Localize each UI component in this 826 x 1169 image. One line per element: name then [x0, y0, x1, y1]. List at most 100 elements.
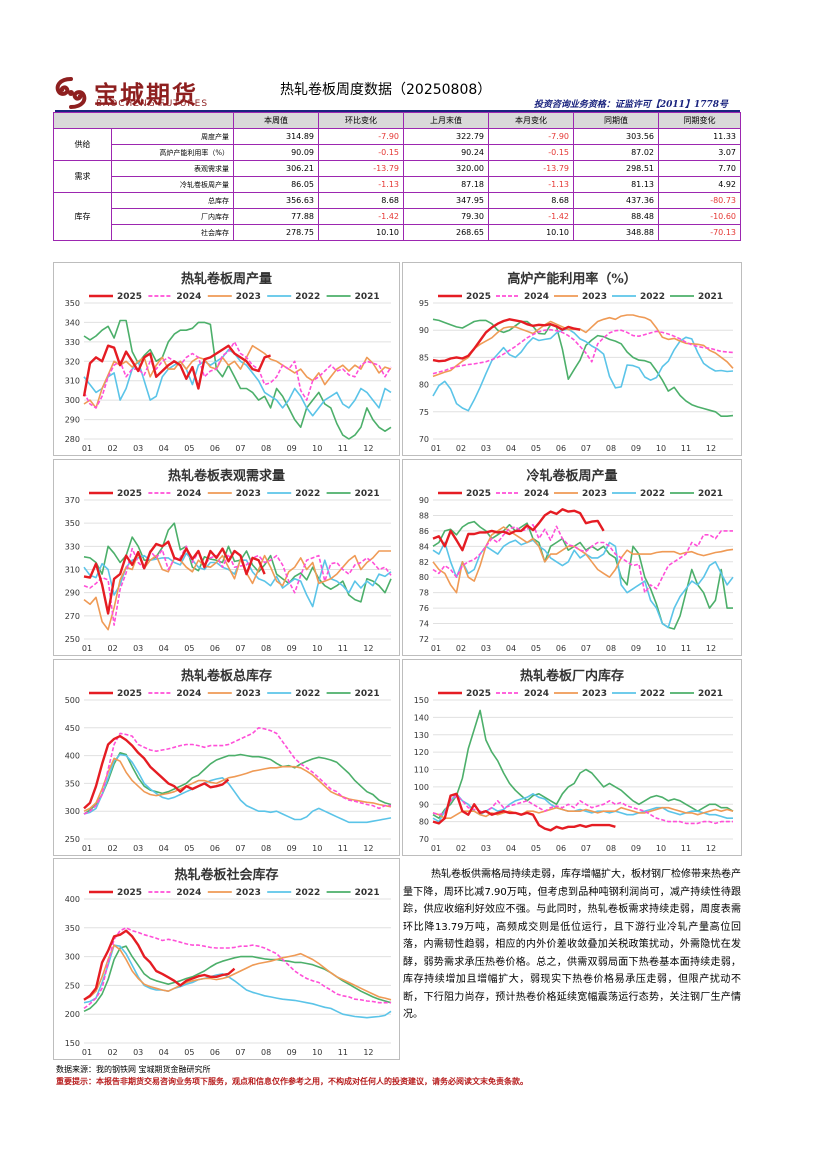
y-tick-label: 200	[65, 1010, 80, 1019]
legend-label: 2022	[640, 489, 665, 499]
column-header: 同期值	[573, 112, 659, 129]
y-tick-label: 350	[65, 779, 80, 788]
y-tick-label: 86	[419, 527, 429, 536]
x-tick-label: 07	[581, 644, 591, 653]
table-row: 社会库存 278.75 10.10 268.65 10.10 348.88 -70.13	[54, 224, 741, 241]
y-tick-label: 84	[419, 542, 429, 551]
table-row: 厂内库存 77.88 -1.42 79.30 -1.42 88.48 -10.60	[54, 208, 741, 225]
chart-panel-bf-utilization: 高炉产能利用率（%） 70 75 80 85 90 95 01 02 03 04 05 06 07 08 09…	[402, 262, 742, 456]
x-tick-label: 12	[363, 1048, 373, 1057]
chart-panel-hrc-output: 热轧卷板周产量 280 290 300 310 320 330 340 350 01 02 03 04 0…	[53, 262, 400, 456]
legend-label: 2022	[295, 689, 320, 699]
y-tick-label: 130	[414, 731, 429, 740]
series-line-2021	[83, 945, 392, 1013]
y-tick-label: 300	[65, 396, 80, 405]
x-tick-label: 02	[107, 1048, 117, 1057]
legend-label: 2022	[295, 489, 320, 499]
x-tick-label: 05	[531, 844, 541, 853]
series-line-2024	[83, 927, 391, 1010]
chart-title: 冷轧卷板周产量	[526, 468, 617, 484]
value-cell: 88.48	[573, 208, 659, 225]
value-cell: -1.42	[488, 208, 574, 225]
y-tick-label: 90	[419, 800, 429, 809]
x-tick-label: 09	[631, 844, 641, 853]
x-tick-label: 03	[133, 1048, 143, 1057]
x-tick-label: 12	[363, 444, 373, 453]
chart-title: 热轧卷板厂内库存	[520, 668, 624, 684]
y-tick-label: 78	[419, 589, 429, 598]
x-tick-label: 02	[107, 444, 117, 453]
x-tick-label: 09	[631, 444, 641, 453]
y-tick-label: 90	[419, 496, 429, 505]
legend-label: 2024	[524, 489, 549, 499]
x-tick-label: 12	[706, 444, 716, 453]
chart-blast-furnace-utilization: 高炉产能利用率（%） 70 75 80 85 90 95 01 02 03 04 05 06 07 08 09…	[419, 271, 734, 453]
chart-title: 高炉产能利用率（%）	[507, 271, 636, 287]
y-tick-label: 350	[65, 299, 80, 308]
header-divider	[55, 110, 740, 112]
series-line-2024	[432, 328, 734, 375]
table-body: 供给 周度产量 314.89 -7.90 322.79 -7.90 303.56 11.33 高…	[53, 128, 741, 241]
logo-chinese: 宝城期货	[94, 80, 198, 109]
y-tick-label: 350	[65, 924, 80, 933]
legend-label: 2021	[698, 489, 723, 499]
legend-label: 2023	[582, 689, 607, 699]
y-tick-label: 120	[414, 748, 429, 757]
x-tick-label: 12	[706, 844, 716, 853]
series-line-2022	[432, 793, 733, 823]
column-header: 同期变化	[658, 112, 741, 129]
y-tick-label: 250	[65, 981, 80, 990]
y-tick-label: 88	[419, 511, 429, 520]
column-header: 环比变化	[318, 112, 404, 129]
value-cell: -1.13	[488, 176, 574, 193]
value-cell: 79.30	[403, 208, 489, 225]
table-row: 冷轧卷板周产量 86.05 -1.13 87.18 -1.13 81.13 4.92	[54, 176, 741, 193]
legend-label: 2021	[698, 292, 723, 302]
legend-label: 2021	[355, 689, 380, 699]
legend-label: 2022	[640, 689, 665, 699]
value-cell: 298.51	[573, 160, 659, 177]
x-tick-label: 05	[531, 644, 541, 653]
x-tick-label: 04	[159, 1048, 169, 1057]
chart-hrc-weekly-output: 热轧卷板周产量 280 290 300 310 320 330 340 350 01 02 03 04 0…	[65, 271, 392, 453]
value-cell: 303.56	[573, 128, 659, 145]
y-tick-label: 280	[65, 435, 80, 444]
y-tick-label: 310	[65, 566, 80, 575]
y-tick-label: 150	[414, 696, 429, 705]
qualification-text: 投资咨询业务资格：证监许可【2011】1778号	[533, 100, 728, 110]
x-tick-label: 02	[456, 444, 466, 453]
baocheng-logo-icon	[55, 77, 87, 109]
category-cell: 需求	[53, 160, 112, 193]
x-tick-label: 03	[133, 444, 143, 453]
logo-english: BAOCHENG FUTURES	[96, 99, 209, 109]
value-cell: -7.90	[488, 128, 574, 145]
y-tick-label: 76	[419, 604, 429, 613]
y-tick-label: 270	[65, 612, 80, 621]
value-cell: 348.88	[573, 224, 659, 241]
y-tick-label: 340	[65, 318, 80, 327]
x-tick-label: 10	[656, 844, 666, 853]
x-tick-label: 08	[606, 444, 616, 453]
x-tick-label: 07	[581, 844, 591, 853]
series-line-2025	[83, 929, 236, 1001]
series-line-2023	[432, 314, 734, 378]
y-tick-label: 70	[419, 835, 429, 844]
legend-label: 2025	[466, 489, 491, 499]
y-tick-label: 72	[419, 635, 429, 644]
item-cell: 周度产量	[111, 128, 234, 145]
x-tick-label: 07	[581, 444, 591, 453]
value-cell: -80.73	[658, 192, 741, 209]
legend-label: 2024	[176, 292, 201, 302]
column-header: 上月末值	[403, 112, 489, 129]
x-tick-label: 10	[312, 644, 322, 653]
chart-hrc-social-inventory: 热轧卷板社会库存 150 200 250 300 350 400 01 02 03 04 05 06 07…	[65, 867, 392, 1057]
value-cell: -1.42	[318, 208, 404, 225]
chart-panel-hrc-demand: 热轧卷板表观需求量 250 270 290 310 330 350 370 01 02 03 04 05…	[53, 459, 400, 656]
disclaimer-note: 重要提示：本报告非期货交易咨询业务项下服务，观点和信息仅作参考之用，不构成对任何…	[56, 1077, 528, 1086]
x-tick-label: 11	[681, 844, 691, 853]
x-tick-label: 07	[235, 444, 245, 453]
x-tick-label: 11	[681, 444, 691, 453]
page-title: 热轧卷板周度数据（20250808）	[280, 82, 492, 98]
value-cell: -0.15	[318, 144, 404, 161]
y-tick-label: 300	[65, 807, 80, 816]
